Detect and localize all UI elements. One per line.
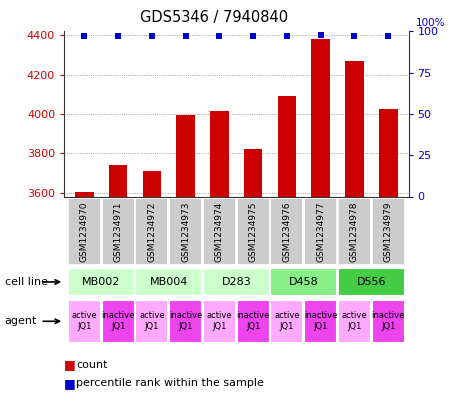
Text: active
JQ1: active JQ1 [342,311,367,331]
Point [351,33,358,40]
Bar [135,268,202,296]
Text: agent: agent [5,316,37,326]
Point [216,33,223,40]
Bar [237,198,270,264]
Text: GSM1234970: GSM1234970 [80,201,89,262]
Bar [312,39,330,197]
Text: GDS5346 / 7940840: GDS5346 / 7940840 [140,10,288,25]
Bar [379,109,398,196]
Text: GSM1234976: GSM1234976 [283,201,292,262]
Text: active
JQ1: active JQ1 [72,311,97,331]
Text: D458: D458 [289,277,319,287]
Text: percentile rank within the sample: percentile rank within the sample [76,378,264,388]
Bar [142,171,161,196]
Point [249,33,257,40]
Text: active
JQ1: active JQ1 [274,311,300,331]
Text: GSM1234973: GSM1234973 [181,201,190,262]
Bar [169,300,202,343]
Bar [102,198,135,264]
Bar [237,300,270,343]
Bar [135,300,169,343]
Bar [176,115,195,196]
Bar [270,300,304,343]
Bar [338,268,405,296]
Bar [203,198,236,264]
Text: GSM1234977: GSM1234977 [316,201,325,262]
Bar [102,300,135,343]
Point [81,33,88,40]
Text: GSM1234974: GSM1234974 [215,201,224,262]
Text: count: count [76,360,107,370]
Text: GSM1234972: GSM1234972 [147,201,156,262]
Text: inactive
JQ1: inactive JQ1 [102,311,135,331]
Text: inactive
JQ1: inactive JQ1 [169,311,202,331]
Bar [109,165,127,196]
Bar [210,111,229,196]
Bar [338,300,371,343]
Point [384,33,392,40]
Point [182,33,190,40]
Text: ■: ■ [64,358,76,371]
Bar [278,96,296,196]
Text: ■: ■ [64,376,76,390]
Text: inactive
JQ1: inactive JQ1 [371,311,405,331]
Text: MB004: MB004 [150,277,188,287]
Bar [135,198,169,264]
Bar [270,268,337,296]
Bar [203,300,236,343]
Text: inactive
JQ1: inactive JQ1 [237,311,270,331]
Point [283,33,291,40]
Bar [68,300,101,343]
Bar [270,198,304,264]
Text: D556: D556 [357,277,386,287]
Bar [338,198,371,264]
Text: 100%: 100% [415,18,445,28]
Bar [244,149,263,196]
Text: active
JQ1: active JQ1 [139,311,165,331]
Point [148,33,156,40]
Bar [345,61,364,196]
Point [317,31,324,38]
Bar [372,198,405,264]
Bar [68,198,101,264]
Text: inactive
JQ1: inactive JQ1 [304,311,337,331]
Bar [304,198,337,264]
Text: GSM1234979: GSM1234979 [384,201,393,262]
Bar [203,268,270,296]
Bar [75,191,94,196]
Text: GSM1234975: GSM1234975 [249,201,258,262]
Bar [372,300,405,343]
Text: cell line: cell line [5,277,48,287]
Bar [169,198,202,264]
Text: D283: D283 [221,277,251,287]
Text: GSM1234971: GSM1234971 [114,201,123,262]
Bar [68,268,135,296]
Text: GSM1234978: GSM1234978 [350,201,359,262]
Text: active
JQ1: active JQ1 [207,311,232,331]
Bar [304,300,337,343]
Point [114,33,122,40]
Text: MB002: MB002 [82,277,121,287]
